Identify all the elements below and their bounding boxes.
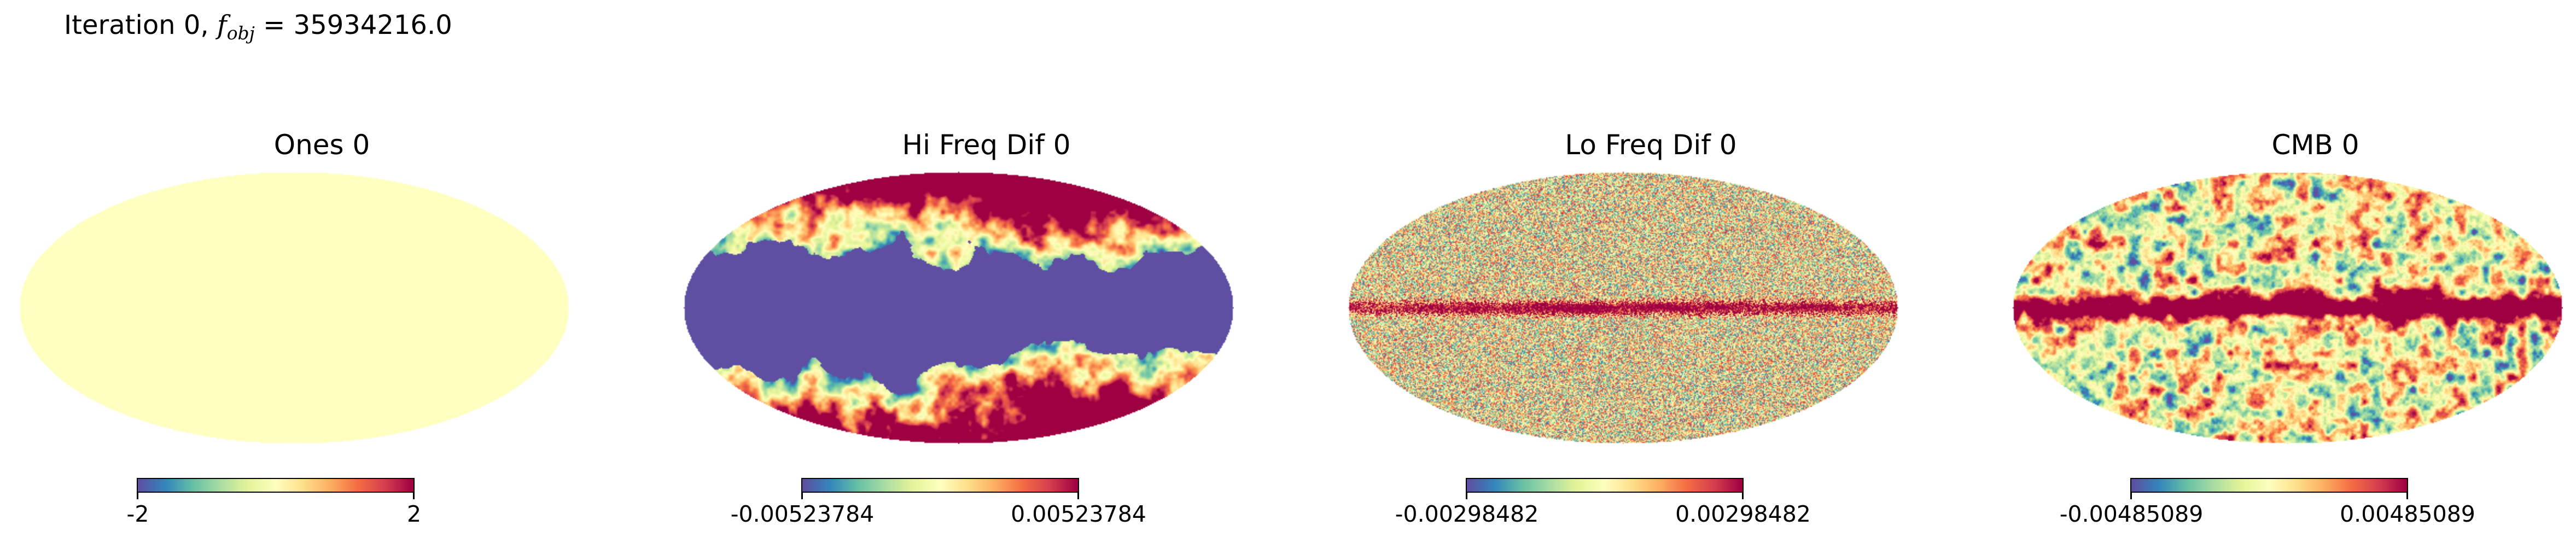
colorbar-max-tick — [413, 492, 415, 499]
mollweide-map — [683, 171, 1234, 444]
colorbar-max-label: 0.00523784 — [1011, 501, 1146, 527]
panel-title: Hi Freq Dif 0 — [902, 129, 1071, 161]
panel-hi-freq-dif: Hi Freq Dif 0 -0.00523784 0.00523784 — [665, 0, 1308, 543]
figure-title-f: f — [217, 10, 227, 40]
colorbar-min-tick — [2130, 492, 2132, 499]
colorbar-max-tick — [1077, 492, 1079, 499]
figure-title-value: = 35934216.0 — [254, 10, 452, 40]
mollweide-map — [2012, 171, 2563, 444]
colorbar — [1466, 478, 1744, 493]
colorbar-max-label: 2 — [406, 501, 422, 527]
colorbar-min-tick — [1466, 492, 1467, 499]
panel-title: Lo Freq Dif 0 — [1565, 129, 1737, 161]
colorbar-min-label: -0.00523784 — [730, 501, 875, 527]
figure-title-prefix: Iteration 0, — [64, 10, 217, 40]
colorbar — [2130, 478, 2408, 493]
panel-title: CMB 0 — [2271, 129, 2359, 161]
colorbar-min-label: -2 — [126, 501, 149, 527]
colorbar-min-tick — [137, 492, 138, 499]
colorbar-max-label: 0.00485089 — [2340, 501, 2475, 527]
panel-title: Ones 0 — [273, 129, 370, 161]
colorbar-max-tick — [2406, 492, 2408, 499]
colorbar-max-label: 0.00298482 — [1675, 501, 1811, 527]
mollweide-map — [18, 171, 569, 444]
colorbar-min-label: -0.00298482 — [1395, 501, 1539, 527]
figure-title: Iteration 0, fobj = 35934216.0 — [64, 10, 452, 44]
colorbar-max-tick — [1742, 492, 1744, 499]
colorbar — [137, 478, 415, 493]
colorbar — [801, 478, 1079, 493]
panel-ones: Ones 0 -2 2 — [0, 0, 644, 543]
panel-lo-freq-dif: Lo Freq Dif 0 -0.00298482 0.00298482 — [1329, 0, 1973, 543]
panel-cmb: CMB 0 -0.00485089 0.00485089 — [1994, 0, 2576, 543]
mollweide-map — [1347, 171, 1898, 444]
figure-title-sub: obj — [226, 22, 255, 44]
colorbar-min-label: -0.00485089 — [2059, 501, 2204, 527]
colorbar-min-tick — [801, 492, 803, 499]
